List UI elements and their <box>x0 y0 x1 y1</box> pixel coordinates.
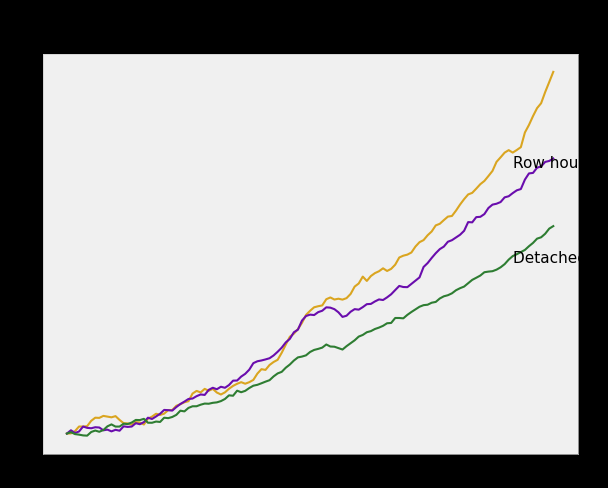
Text: Multidwelling  houses: Multidwelling houses <box>513 41 608 56</box>
Text: Detached  houses: Detached houses <box>513 251 608 266</box>
Text: Figure 1. House price index, by house type. 1992=100: Figure 1. House price index, by house ty… <box>133 15 475 28</box>
Text: Row houses: Row houses <box>513 156 604 171</box>
